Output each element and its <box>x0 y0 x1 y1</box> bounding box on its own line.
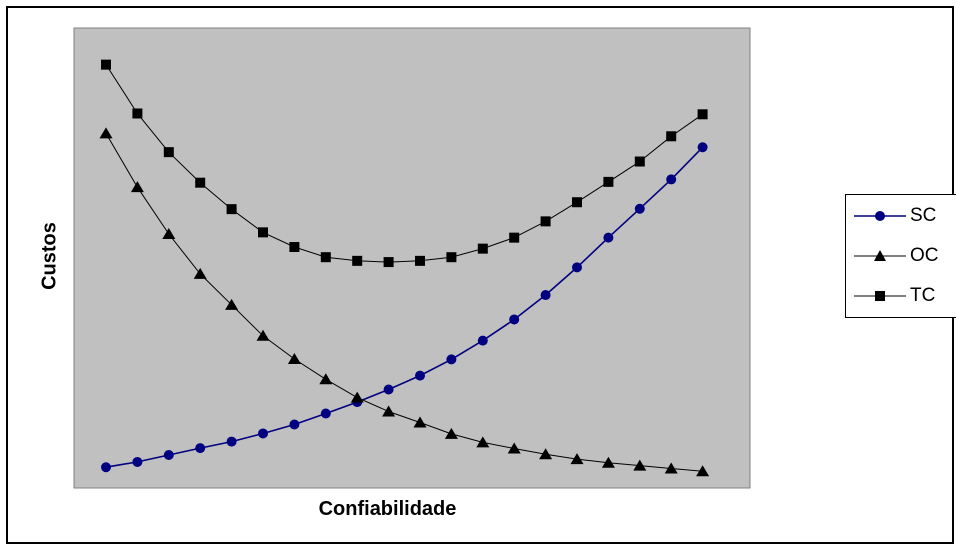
point-oc-20 <box>696 465 710 477</box>
point-sc-5 <box>226 436 237 447</box>
point-sc-11 <box>415 370 425 381</box>
x-axis-title: Confiabilidade <box>318 498 457 520</box>
series-tc <box>101 59 708 268</box>
point-sc-18 <box>634 203 645 214</box>
point-oc-5 <box>225 298 239 310</box>
legend-label-tc: TC <box>910 285 936 306</box>
series-oc <box>99 127 710 477</box>
point-sc-7 <box>289 419 300 430</box>
point-tc-17 <box>603 176 614 187</box>
point-sc-1 <box>101 462 111 473</box>
series-line-tc <box>105 64 703 263</box>
point-oc-18 <box>633 459 647 471</box>
point-oc-4 <box>193 267 207 279</box>
point-oc-12 <box>444 427 458 439</box>
point-tc-15 <box>540 216 551 227</box>
series-line-oc <box>105 133 703 472</box>
point-oc-1 <box>99 127 113 139</box>
point-tc-14 <box>509 232 520 243</box>
point-oc-3 <box>162 227 176 239</box>
point-sc-19 <box>666 174 677 185</box>
point-tc-11 <box>415 255 425 266</box>
point-oc-19 <box>664 462 678 474</box>
point-sc-6 <box>258 428 268 439</box>
point-sc-3 <box>163 450 174 461</box>
point-sc-13 <box>477 335 488 346</box>
point-oc-11 <box>413 416 427 428</box>
legend-swatch-sc <box>854 211 906 221</box>
point-tc-9 <box>352 255 363 266</box>
point-tc-5 <box>226 204 237 215</box>
point-tc-4 <box>195 177 206 188</box>
series-line-sc <box>105 146 704 468</box>
point-oc-8 <box>319 373 333 385</box>
point-tc-16 <box>572 197 582 208</box>
point-oc-10 <box>382 405 396 417</box>
point-sc-17 <box>603 232 614 243</box>
point-oc-15 <box>539 448 553 460</box>
point-oc-14 <box>507 442 521 454</box>
point-sc-10 <box>383 384 394 395</box>
point-tc-10 <box>383 257 394 268</box>
point-oc-17 <box>601 456 615 468</box>
legend-swatch-tc <box>854 291 906 301</box>
point-sc-8 <box>320 408 331 419</box>
y-axis-title: Custos <box>38 222 61 290</box>
point-tc-3 <box>163 147 174 158</box>
point-oc-6 <box>256 329 270 341</box>
legend-swatch-oc <box>854 250 906 261</box>
point-tc-7 <box>289 242 300 253</box>
point-oc-7 <box>287 352 301 364</box>
point-tc-19 <box>666 131 677 142</box>
plot-area <box>73 27 751 489</box>
series-sc <box>101 142 708 473</box>
point-tc-1 <box>101 59 111 70</box>
point-oc-13 <box>476 436 490 448</box>
point-sc-4 <box>195 443 206 454</box>
legend-entry-tc: TC <box>846 281 956 311</box>
point-sc-2 <box>132 456 143 467</box>
point-oc-2 <box>130 181 144 193</box>
point-tc-12 <box>446 252 457 263</box>
point-tc-8 <box>320 252 331 263</box>
legend-entry-oc: OC <box>846 241 956 271</box>
legend-label-sc: SC <box>910 205 937 226</box>
legend-entry-sc: SC <box>846 201 956 231</box>
point-oc-16 <box>570 453 584 465</box>
point-tc-2 <box>132 108 143 119</box>
series-layer <box>99 59 710 477</box>
point-oc-9 <box>350 391 364 403</box>
point-sc-14 <box>509 314 520 325</box>
point-sc-16 <box>572 262 582 273</box>
point-sc-12 <box>446 354 457 365</box>
point-tc-6 <box>258 227 268 238</box>
point-sc-20 <box>697 142 708 153</box>
point-tc-13 <box>477 243 488 254</box>
point-sc-15 <box>540 290 551 301</box>
legend-label-oc: OC <box>910 245 939 266</box>
point-tc-18 <box>634 156 645 167</box>
legend: SC OC TC <box>845 194 956 318</box>
point-tc-20 <box>697 109 708 120</box>
